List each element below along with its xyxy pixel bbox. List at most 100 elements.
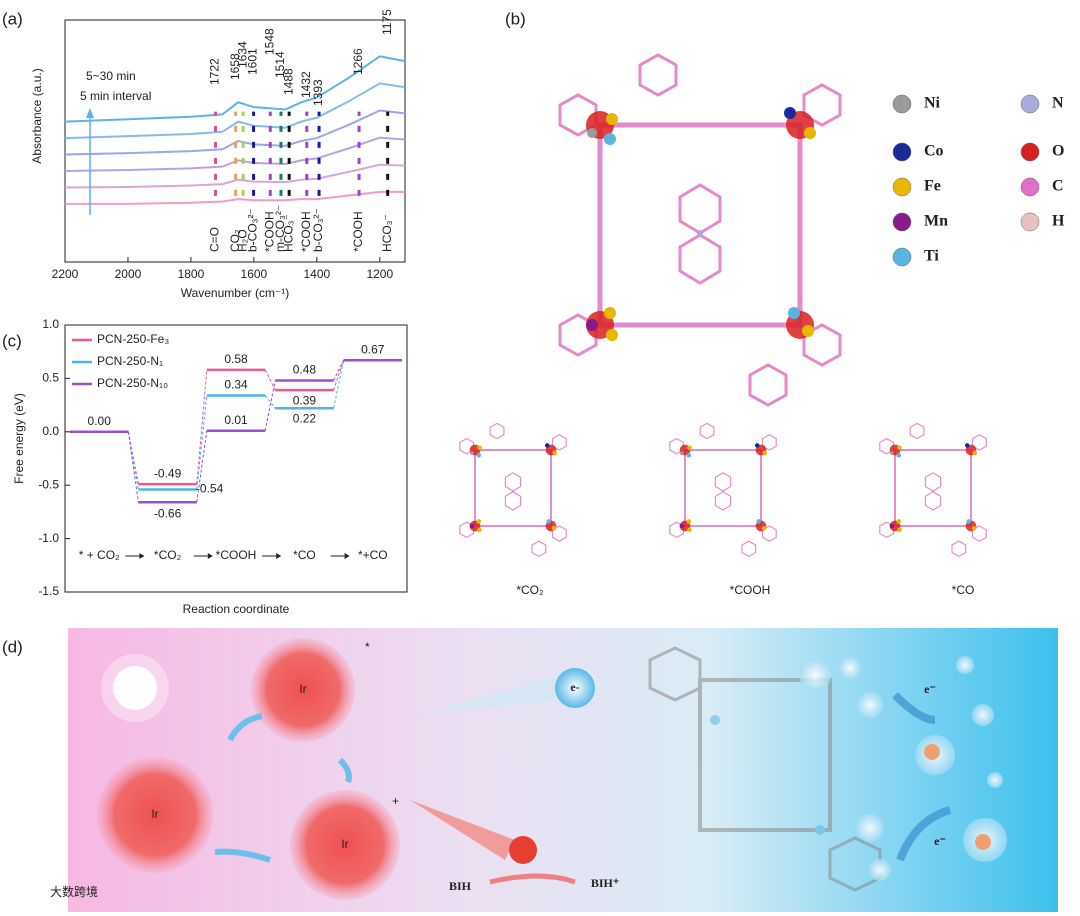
band-wavenumber: 1658 [228, 53, 242, 80]
scheme-background [68, 628, 1058, 912]
panel-label: (c) [2, 331, 22, 350]
legend-swatch [892, 177, 912, 197]
mof-structure [668, 422, 778, 558]
legend-label: C [1052, 178, 1064, 195]
spectrum-line [64, 163, 406, 189]
step-label: *CO [293, 548, 316, 562]
band-wavenumber: 1175 [380, 9, 394, 35]
y-axis-label: Absorbance (a.u.) [30, 68, 44, 163]
mof-structure [560, 55, 840, 405]
legend-label: Fe [924, 178, 941, 195]
legend-swatch [1020, 94, 1040, 114]
state-label: + [392, 794, 399, 808]
metal-label: Ir [151, 807, 158, 821]
legend-label: Ti [924, 248, 939, 265]
band-assignment: HCO₃⁻ [281, 214, 295, 252]
value-label: -0.66 [154, 506, 182, 520]
band-wavenumber: 1432 [299, 71, 313, 98]
structure-label: *CO₂ [516, 583, 544, 597]
cycle-arrow [214, 848, 271, 863]
value-label: 0.34 [224, 378, 248, 392]
legend-swatch [1020, 142, 1040, 162]
level-connector [127, 431, 139, 503]
electron-label: e- [570, 680, 579, 694]
legend-swatch [1020, 177, 1040, 197]
step-label: * + CO₂ [79, 548, 120, 562]
band-wavenumber: 1548 [262, 28, 276, 55]
step-label: *+CO [358, 548, 388, 562]
band-wavenumber: 1722 [208, 58, 222, 85]
band-assignment: CO₂ [228, 229, 242, 252]
value-label: 0.67 [361, 342, 385, 356]
transfer-arrow [892, 692, 936, 724]
plot-frame [64, 19, 406, 263]
photosensitizer-excited [251, 638, 355, 742]
band-wavenumber: 1266 [351, 48, 365, 75]
electron-hole [509, 836, 537, 864]
spectrum-line [65, 190, 405, 205]
legend-swatch [892, 212, 912, 232]
level-connector [333, 360, 345, 381]
time-note: 5~30 min [86, 69, 136, 83]
donor-label: BIH [449, 879, 472, 893]
x-tick-label: 1400 [304, 267, 331, 281]
transfer-arrow [896, 806, 952, 862]
electron-trail [420, 675, 560, 715]
level-connector [264, 395, 276, 409]
value-label: 0.39 [293, 393, 317, 407]
y-tick-label: 0.5 [42, 371, 59, 385]
step-label: *CO₂ [154, 548, 182, 562]
level-connector [333, 360, 345, 409]
time-arrow-head [86, 108, 94, 118]
structure-label: *COOH [730, 583, 771, 597]
legend-swatch [892, 142, 912, 162]
donor-label: BIH⁺ [591, 876, 619, 890]
plot-frame [64, 324, 408, 593]
y-tick-label: 1.0 [42, 317, 59, 331]
y-tick-label: -1.0 [38, 531, 59, 545]
band-wavenumber: 1634 [235, 41, 249, 68]
band-wavenumber: 1488 [281, 68, 295, 95]
panel-label: (b) [505, 9, 526, 28]
x-axis-label: Reaction coordinate [183, 602, 290, 616]
legend-label: H [1052, 213, 1065, 230]
electron-label: e⁻ [934, 834, 946, 848]
legend-label: Co [924, 143, 944, 160]
legend-label: O [1052, 143, 1064, 160]
step-arrow-head [276, 553, 282, 559]
panel-label: (d) [2, 637, 23, 656]
legend-swatch [892, 94, 912, 114]
photosensitizer-oxidized [290, 790, 400, 900]
band-assignment: b-CO₃²⁻ [246, 208, 260, 252]
step-arrow-head [207, 553, 213, 559]
sun [101, 654, 169, 722]
time-note: 5 min interval [80, 89, 151, 103]
legend-swatch [892, 247, 912, 267]
band-assignment: HCO₃⁻ [380, 214, 394, 252]
legend-label: PCN-250-Fe₃ [97, 332, 169, 346]
value-label: 0.58 [224, 352, 248, 366]
state-label: * [365, 640, 370, 654]
mof-framework [648, 646, 882, 892]
legend-label: N [1052, 95, 1064, 112]
level-connector [264, 380, 276, 431]
metal-label: Ir [299, 682, 306, 696]
level-connector [196, 430, 208, 503]
band-assignment: b-CO₃²⁻ [311, 208, 325, 252]
value-label: -0.49 [154, 466, 182, 480]
watermark: 大数跨境 [50, 884, 98, 899]
metal-label: Ir [341, 837, 348, 851]
band-assignment: *COOH [351, 211, 365, 252]
x-tick-label: 1200 [366, 267, 393, 281]
oxidation-arrow [489, 873, 576, 885]
band-wavenumber: 1601 [246, 48, 260, 75]
level-connector [196, 395, 208, 490]
legend-swatch [1020, 212, 1040, 232]
legend-label: Ni [924, 95, 941, 112]
y-axis-label: Free energy (eV) [12, 393, 26, 484]
value-label: 0.48 [293, 363, 317, 377]
value-label: 0.01 [224, 413, 248, 427]
y-tick-label: -1.5 [38, 584, 59, 598]
